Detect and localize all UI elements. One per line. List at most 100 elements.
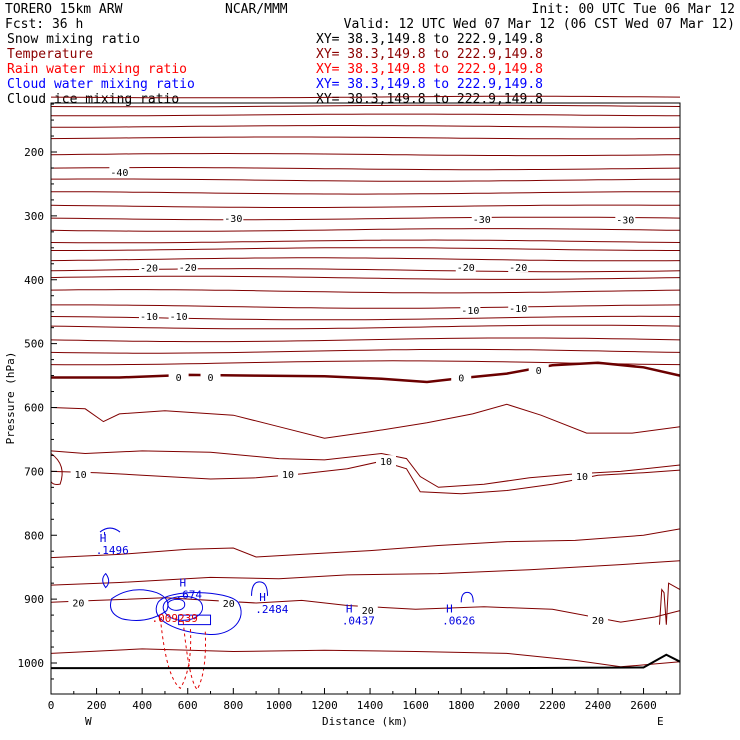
cloud-water-max-value: .674 [175, 589, 202, 602]
isotherm-label-bg [138, 310, 159, 322]
isotherm--18 [50, 275, 681, 280]
cloud-water-contour [109, 589, 169, 621]
isotherm--48 [50, 104, 681, 108]
isotherm-label: 10 [380, 457, 392, 468]
isotherm-label: -30 [224, 214, 242, 225]
valid-time: Valid: 12 UTC Wed 07 Mar 12 (06 CST Wed … [344, 17, 735, 32]
y-tick-label: 300 [24, 210, 44, 223]
isotherm-0 [51, 361, 681, 384]
isotherm-label: 20 [72, 598, 84, 609]
x-tick-label: 2200 [539, 699, 566, 712]
isotherm--8 [50, 337, 681, 343]
isotherm-label-bg [508, 260, 529, 272]
cloud-water-max-value: .1496 [96, 544, 129, 557]
plot-frame [50, 102, 681, 695]
isotherm--16 [50, 289, 681, 294]
cloud-water-max-h: H [446, 602, 453, 615]
isotherm--22 [50, 257, 681, 262]
x-tick-label: 2000 [494, 699, 521, 712]
isotherm-label: 0 [208, 373, 214, 384]
isotherm--30 [50, 216, 681, 221]
isotherm-label: -10 [140, 312, 158, 323]
field-snow-xy: XY= 38.3,149.8 to 222.9,149.8 [316, 32, 543, 47]
cloud-water-contour [178, 614, 212, 626]
isotherm-label: -10 [461, 306, 479, 317]
field-temperature-xy: XY= 38.3,149.8 to 222.9,149.8 [316, 47, 543, 62]
model-title: TORERO 15km ARW [5, 2, 123, 17]
isotherm--40 [50, 153, 681, 157]
x-end-left: W [85, 715, 92, 728]
field-rain-xy: XY= 38.3,149.8 to 222.9,149.8 [316, 62, 543, 77]
field-cloud-water: Cloud water mixing ratio [7, 77, 195, 92]
y-tick-label: 600 [24, 402, 44, 415]
rain-contours [159, 618, 206, 691]
isotherm-label: 20 [223, 599, 235, 610]
field-snow: Snow mixing ratio [7, 32, 140, 47]
isotherm-label: 20 [362, 606, 374, 617]
rain-contour [159, 618, 192, 690]
cloud-water-max-h: H [100, 532, 107, 545]
y-axis-label: Pressure (hPa) [4, 352, 17, 445]
isotherm--36 [51, 178, 681, 182]
cloud-water-contours [99, 527, 474, 635]
y-tick-label: 200 [24, 146, 44, 159]
x-tick-label: 1200 [311, 699, 338, 712]
init-time: Init: 00 UTC Tue 06 Mar 12 [532, 2, 736, 17]
field-cloud-ice: Cloud ice mixing ratio [7, 92, 179, 107]
isotherm-label: -40 [110, 168, 128, 179]
isotherm-label-bg [223, 211, 244, 223]
y-tick-label: 400 [24, 274, 44, 287]
isotherm-label: -30 [473, 215, 491, 226]
isotherm-label: 10 [75, 470, 87, 481]
isotherm-20 [50, 597, 681, 623]
isotherm-spike [658, 582, 681, 625]
isotherm-label: 20 [592, 616, 604, 627]
isotherm-label: 0 [536, 366, 542, 377]
isotherm-22 [50, 648, 681, 668]
terrain [51, 653, 681, 670]
isotherm-label: -30 [616, 216, 634, 227]
isotherm-14 [50, 528, 681, 559]
isotherm-label: 10 [576, 472, 588, 483]
isotherm--32 [50, 204, 681, 208]
x-tick-label: 1400 [357, 699, 384, 712]
x-end-right: E [657, 715, 664, 728]
isotherm-label-bg [615, 213, 636, 225]
x-tick-label: 600 [178, 699, 198, 712]
isotherm-label-bg [587, 614, 608, 626]
cloud-water-max-h: H [179, 577, 186, 590]
x-tick-label: 1000 [266, 699, 293, 712]
field-cloud-water-xy: XY= 38.3,149.8 to 222.9,149.8 [316, 77, 543, 92]
x-tick-label: 2400 [585, 699, 612, 712]
isotherm--46 [51, 113, 681, 117]
x-tick-label: 1800 [448, 699, 475, 712]
y-tick-label: 500 [24, 338, 44, 351]
warm-loop [50, 453, 63, 485]
isotherm--38 [50, 167, 681, 171]
cloud-water-max-value: .0437 [342, 614, 375, 627]
isotherm--6 [50, 348, 681, 354]
x-tick-label: 400 [132, 699, 152, 712]
isotherm-label: -10 [509, 304, 527, 315]
isotherm-16 [50, 560, 681, 586]
x-tick-label: 2600 [630, 699, 657, 712]
org-label: NCAR/MMM [225, 2, 288, 17]
x-tick-label: 800 [223, 699, 243, 712]
isotherm-label-bg [460, 303, 481, 315]
y-axis: 200 300 400 500 600 700 800 900 1000 [18, 103, 57, 680]
cloud-water-max-value: .0626 [442, 614, 475, 627]
y-tick-label: 900 [24, 593, 44, 606]
isotherm-label: -10 [170, 312, 188, 323]
isotherm--26 [50, 239, 681, 244]
isotherm-label-bg [200, 370, 221, 382]
rain-max-value: .009239 [151, 612, 197, 625]
isotherm--24 [51, 247, 680, 251]
cloud-water-contour [167, 598, 186, 611]
isotherm-label-bg [109, 165, 130, 177]
cloud-water-contour [460, 591, 474, 603]
isotherm--28 [50, 228, 681, 232]
x-tick-label: 200 [87, 699, 107, 712]
x-axis-label: Distance (km) [322, 715, 408, 728]
forecast-hour: Fcst: 36 h [5, 17, 83, 32]
